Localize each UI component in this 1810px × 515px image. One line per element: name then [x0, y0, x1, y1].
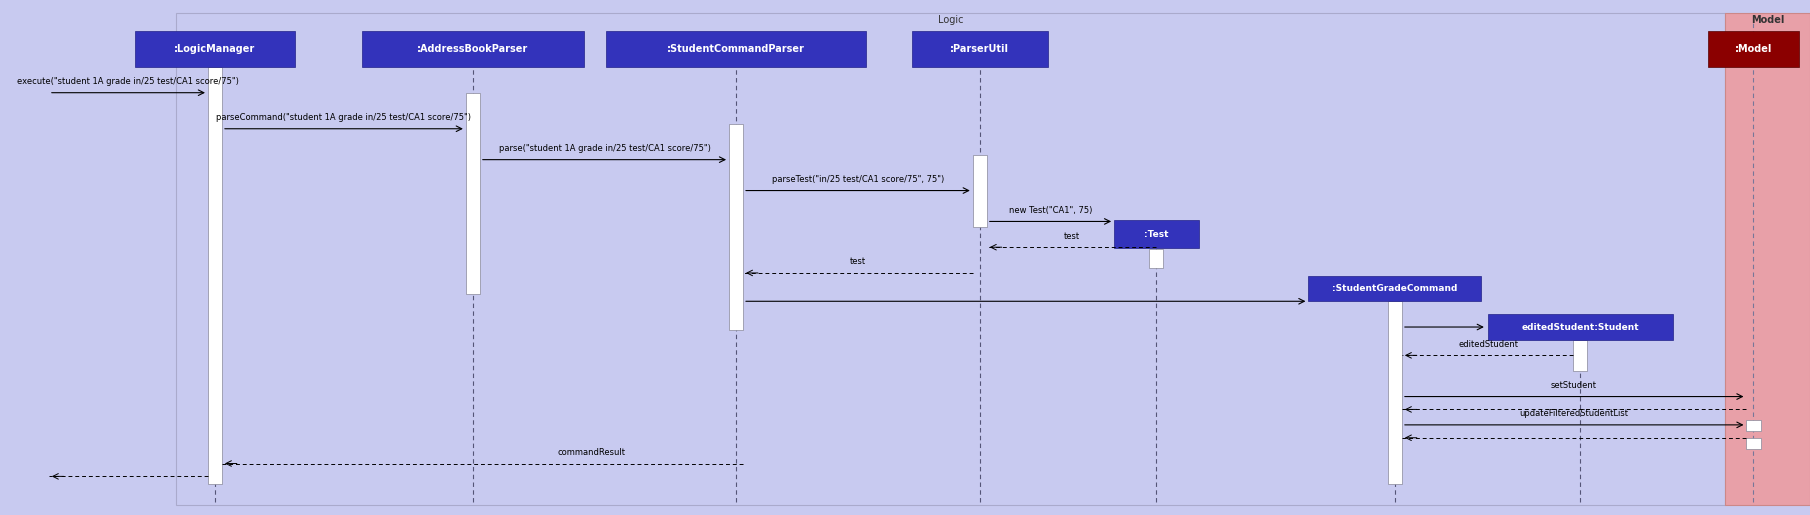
Text: :AddressBookParser: :AddressBookParser: [418, 44, 529, 54]
Text: editedStudent:Student: editedStudent:Student: [1522, 322, 1640, 332]
Bar: [1573, 340, 1587, 371]
Text: :StudentCommandParser: :StudentCommandParser: [668, 44, 805, 54]
Bar: [1388, 301, 1403, 484]
Text: Model: Model: [1750, 15, 1785, 25]
Text: Logic: Logic: [938, 15, 963, 25]
Text: new Test("CA1", 75): new Test("CA1", 75): [1008, 206, 1091, 215]
Text: updateFilteredStudentList: updateFilteredStudentList: [1519, 409, 1627, 418]
Text: :Test: :Test: [1144, 230, 1169, 239]
Bar: [1747, 438, 1761, 449]
Bar: [729, 124, 744, 330]
Text: :ParserUtil: :ParserUtil: [950, 44, 1010, 54]
Text: parseCommand("student 1A grade in/25 test/CA1 score/75"): parseCommand("student 1A grade in/25 tes…: [217, 113, 471, 122]
Text: :Model: :Model: [1734, 44, 1772, 54]
Text: test: test: [851, 258, 865, 266]
Bar: [1707, 31, 1799, 67]
Bar: [912, 31, 1048, 67]
Text: parse("student 1A grade in/25 test/CA1 score/75"): parse("student 1A grade in/25 test/CA1 s…: [500, 144, 711, 153]
Text: parseTest("in/25 test/CA1 score/75", 75"): parseTest("in/25 test/CA1 score/75", 75"…: [771, 175, 945, 184]
Text: editedStudent: editedStudent: [1459, 340, 1519, 349]
Text: setStudent: setStudent: [1551, 381, 1596, 390]
Bar: [176, 13, 1725, 505]
Bar: [1113, 220, 1198, 248]
Text: execute("student 1A grade in/25 test/CA1 score/75"): execute("student 1A grade in/25 test/CA1…: [18, 77, 239, 86]
Bar: [1149, 249, 1164, 268]
Bar: [1747, 420, 1761, 431]
Bar: [1309, 276, 1481, 301]
Text: test: test: [1064, 232, 1081, 241]
Bar: [1725, 13, 1810, 505]
Text: :StudentGradeCommand: :StudentGradeCommand: [1332, 284, 1457, 293]
Bar: [606, 31, 865, 67]
Bar: [208, 67, 223, 484]
Bar: [1488, 314, 1672, 340]
Bar: [134, 31, 295, 67]
Bar: [362, 31, 585, 67]
Text: commandResult: commandResult: [557, 448, 624, 457]
Bar: [465, 93, 480, 294]
Text: :LogicManager: :LogicManager: [174, 44, 255, 54]
Bar: [972, 154, 986, 227]
